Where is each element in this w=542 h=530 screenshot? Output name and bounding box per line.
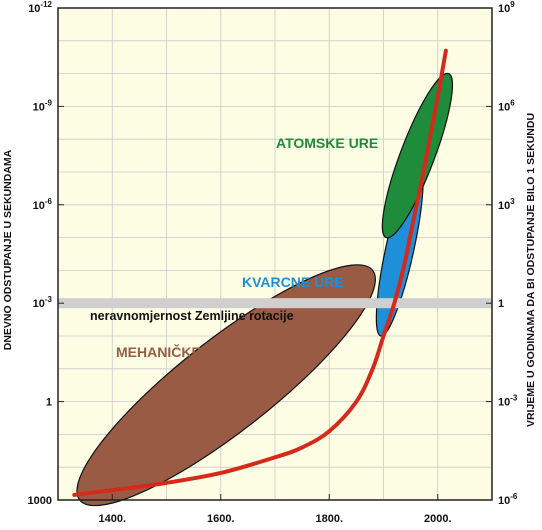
x-tick-label: 1400. (98, 513, 126, 525)
right-tick-label: 103 (498, 197, 515, 212)
left-tick-label: 1000 (28, 495, 52, 507)
plot-frame (57, 7, 493, 501)
right-tick-label: 1 (498, 298, 504, 310)
label-mechanical-clocks: MEHANIČKE URE (116, 343, 234, 360)
right-y-ticks: 109 106 103 1 10-3 10-6 (486, 0, 518, 507)
x-tick-label: 1800. (315, 513, 343, 525)
left-axis-title: DNEVNO ODSTUPANJE U SEKUNDAMA (2, 149, 14, 350)
left-tick-label: 1 (46, 397, 52, 409)
right-axis-title: VRIJEME U GODINAMA DA BI ODSTUPANJE BILO… (525, 113, 537, 427)
x-tick-label: 2000. (424, 513, 452, 525)
label-atomic-clocks: ATOMSKE URE (276, 135, 378, 151)
label-earth-rotation: neravnomjernost Zemljine rotacije (90, 309, 294, 323)
left-tick-label: 10-9 (33, 98, 53, 113)
right-tick-label: 106 (498, 98, 515, 113)
x-ticks: 1400. 1600. 1800. 2000. (98, 494, 452, 525)
earth-rotation-band (58, 298, 492, 309)
x-tick-label: 1600. (207, 513, 235, 525)
trend-curve (72, 48, 448, 497)
label-quartz-clocks: KVARCNE URE (242, 274, 344, 290)
right-tick-label: 109 (498, 0, 515, 15)
band-rect (58, 298, 492, 309)
left-tick-label: 10-6 (33, 197, 53, 212)
trend-line (72, 48, 448, 497)
left-tick-label: 10-3 (33, 295, 53, 310)
right-tick-label: 10-3 (498, 394, 518, 409)
left-tick-label: 10-12 (28, 0, 52, 15)
right-tick-label: 10-6 (498, 492, 518, 507)
left-y-ticks: 10-12 10-9 10-6 10-3 1 1000 (28, 0, 64, 507)
